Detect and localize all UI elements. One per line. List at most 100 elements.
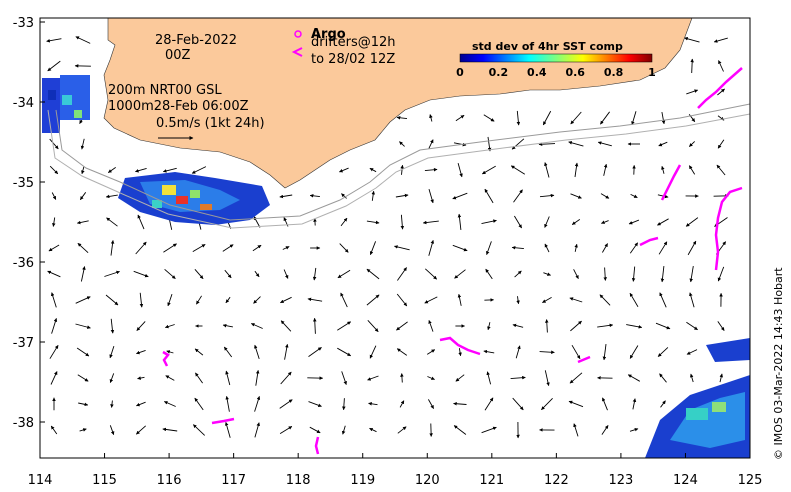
current-vector [659, 292, 667, 308]
current-vector [603, 163, 608, 176]
sst-patches [42, 75, 750, 458]
current-vector [139, 292, 144, 308]
map-frame [39, 17, 751, 459]
current-vector [510, 165, 526, 175]
current-vector [196, 295, 202, 305]
current-vector [484, 397, 494, 411]
current-vector [396, 321, 408, 331]
current-vector [428, 139, 434, 149]
current-vector [367, 375, 379, 381]
y-tick-label: -35 [13, 176, 34, 191]
current-vector [544, 243, 550, 253]
current-vector [539, 193, 555, 198]
current-vector [515, 345, 521, 359]
current-vector [283, 269, 289, 279]
current-vector [366, 268, 380, 280]
current-vector [424, 167, 438, 172]
current-vector [192, 244, 206, 252]
x-tick-label: 122 [544, 473, 569, 488]
current-vector [396, 293, 408, 307]
depth-label-2: 1000m28-Feb 06:00Z [108, 99, 249, 114]
current-vector [452, 244, 468, 252]
current-vector [340, 217, 348, 227]
current-vector [569, 372, 583, 384]
sst-patch-cape-leeuwin [118, 172, 270, 225]
current-vector [690, 58, 694, 74]
current-vector [717, 139, 725, 149]
current-vector [686, 321, 698, 331]
current-vector [428, 188, 434, 204]
current-vector [626, 324, 643, 329]
current-vector [687, 240, 697, 256]
drifter-track [314, 436, 320, 455]
current-vector [110, 318, 115, 334]
current-vector [366, 294, 380, 306]
current-vector [516, 296, 520, 305]
current-vector [427, 376, 435, 380]
current-vector [337, 269, 351, 279]
current-vector [452, 192, 468, 200]
current-vector [369, 345, 377, 359]
current-vector [312, 317, 317, 334]
current-vector [309, 194, 320, 198]
current-vector [51, 318, 58, 334]
current-vector [717, 266, 725, 282]
current-vector [81, 166, 85, 175]
colorbar-tick-label: 0.8 [604, 66, 624, 79]
current-vector [341, 425, 346, 435]
current-vector [481, 426, 497, 434]
current-vector [717, 321, 725, 331]
drifter-legend-icon [291, 47, 303, 57]
current-vector [162, 427, 178, 432]
current-vector [50, 425, 58, 435]
current-vector [661, 112, 666, 125]
current-vector [422, 220, 439, 225]
current-vector [716, 164, 726, 176]
current-vector [713, 37, 728, 43]
current-vector [225, 370, 231, 386]
current-vector [394, 245, 410, 251]
current-vector [339, 243, 349, 253]
current-vector [481, 165, 496, 175]
current-vector [487, 136, 492, 152]
current-vector [661, 165, 665, 174]
current-vector [458, 348, 462, 357]
current-vector [718, 60, 724, 72]
current-vector [689, 266, 694, 283]
current-vector [167, 293, 173, 307]
current-vector [569, 297, 583, 303]
drifter-track [660, 164, 682, 201]
current-vector [690, 373, 694, 383]
current-vector [487, 322, 491, 331]
colorbar-tick-label: 0.6 [565, 66, 585, 79]
current-vector [165, 375, 175, 381]
current-vector [52, 217, 56, 227]
current-vector [77, 242, 89, 254]
current-vector [511, 245, 524, 250]
drifter-track [439, 336, 481, 356]
current-vector [222, 244, 234, 252]
current-vector [253, 296, 261, 304]
current-vector [424, 268, 438, 280]
axis-ticks [39, 21, 751, 458]
depth-label-1: 200m NRT00 GSL [108, 83, 222, 98]
current-vector [80, 138, 85, 150]
current-vector [75, 296, 91, 304]
current-vector [366, 220, 380, 225]
current-vector [655, 322, 671, 330]
current-vector [136, 401, 146, 407]
current-vector [337, 321, 352, 331]
current-vector [486, 241, 492, 255]
current-vector [254, 344, 260, 360]
current-vector [453, 425, 467, 435]
current-vector [400, 164, 404, 175]
current-vector [135, 241, 147, 255]
x-tick-label: 120 [415, 473, 440, 488]
current-vector [603, 267, 607, 281]
current-vector [513, 189, 523, 203]
current-vector [657, 347, 669, 357]
current-vector [483, 349, 495, 354]
current-vector [397, 426, 407, 434]
current-vector [485, 268, 493, 280]
